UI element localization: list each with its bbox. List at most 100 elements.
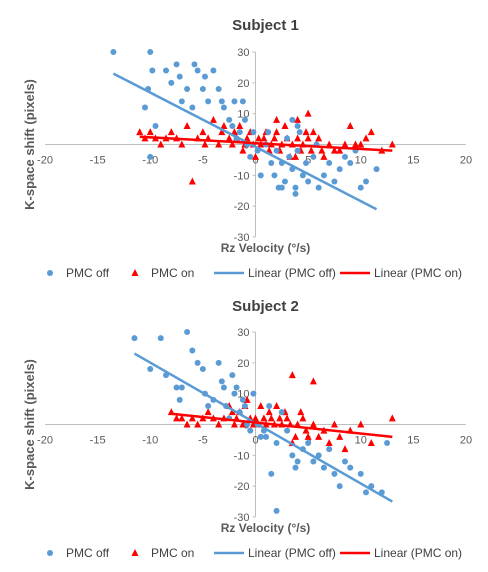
- pmc-off-point: [294, 458, 301, 465]
- pmc-off-point: [231, 390, 238, 397]
- pmc-off-point: [296, 129, 303, 136]
- pmc-on-point: [178, 414, 186, 422]
- x-tick-label: 20: [460, 155, 472, 167]
- pmc-off-point: [168, 79, 175, 86]
- pmc-on-point: [294, 115, 302, 123]
- pmc-on-point: [367, 128, 375, 136]
- pmc-on-point: [276, 414, 284, 422]
- trendline-pmc-on: [171, 412, 393, 439]
- x-tick-label: -5: [198, 435, 208, 447]
- legend-label: Linear (PMC on): [374, 546, 462, 560]
- pmc-off-point: [199, 366, 206, 372]
- legend: PMC off PMC on Linear (PMC off) Linear (PMC…: [47, 266, 462, 280]
- pmc-on-point: [388, 140, 396, 148]
- legend-label: PMC on: [151, 546, 194, 560]
- y-tick-label: 30: [237, 47, 249, 59]
- x-tick-label: -15: [90, 155, 106, 167]
- legend-label: Linear (PMC off): [248, 546, 336, 560]
- y-tick-label: 30: [237, 327, 249, 339]
- legend-label: PMC off: [66, 546, 110, 560]
- pmc-off-point: [310, 458, 317, 465]
- pmc-off-point: [357, 184, 364, 191]
- pmc-off-point: [220, 104, 227, 111]
- pmc-on-point: [270, 134, 278, 142]
- x-tick-label: 10: [355, 435, 367, 447]
- pmc-off-point: [315, 184, 322, 191]
- pmc-off-point: [131, 335, 138, 342]
- pmc-on-point: [288, 371, 296, 379]
- pmc-off-point: [231, 98, 238, 105]
- pmc-on-point: [357, 420, 365, 428]
- pmc-on-point: [157, 140, 165, 148]
- pmc-off-point: [247, 427, 254, 434]
- pmc-on-point: [215, 420, 223, 428]
- y-axis-title: K-space shift (pixels): [22, 79, 37, 210]
- trendline-pmc-on: [139, 135, 393, 152]
- pmc-off-point: [266, 403, 273, 409]
- pmc-on-point: [302, 426, 310, 434]
- pmc-on-point: [273, 115, 281, 123]
- pmc-off-point: [326, 160, 333, 166]
- pmc-on-point: [273, 128, 281, 136]
- pmc-off-point: [184, 329, 191, 335]
- pmc-off-point: [294, 147, 301, 154]
- pmc-on-point: [336, 432, 344, 440]
- pmc-on-point: [146, 128, 154, 136]
- pmc-on-point: [257, 402, 265, 409]
- pmc-on-point: [320, 152, 328, 160]
- pmc-on-point: [252, 152, 259, 160]
- pmc-on-point: [230, 420, 238, 428]
- pmc-off-point: [341, 153, 348, 160]
- pmc-off-point: [147, 49, 154, 55]
- pmc-off-point: [331, 178, 338, 185]
- pmc-off-point: [239, 396, 246, 403]
- pmc-on-point: [267, 414, 275, 422]
- pmc-on-point: [204, 408, 212, 416]
- x-tick-label: 10: [355, 155, 367, 167]
- pmc-on-point: [309, 128, 317, 136]
- pmc-off-point: [229, 123, 236, 129]
- pmc-on-point: [230, 128, 238, 136]
- pmc-off-point: [373, 166, 380, 173]
- pmc-on-point: [318, 146, 326, 154]
- pmc-off-point: [320, 464, 327, 471]
- pmc-off-point: [194, 67, 201, 74]
- y-tick-label: 20: [237, 78, 249, 90]
- pmc-off-point: [263, 433, 270, 440]
- pmc-off-point: [205, 98, 212, 105]
- y-tick-label: -10: [234, 170, 250, 182]
- pmc-on-point: [239, 146, 247, 154]
- pmc-off-point: [273, 507, 280, 514]
- pmc-on-point: [194, 420, 202, 428]
- pmc-on-point: [188, 177, 196, 185]
- y-tick-label: -30: [234, 512, 250, 524]
- pmc-on-point: [188, 414, 196, 422]
- pmc-off-point: [281, 178, 288, 185]
- pmc-on-point: [252, 414, 259, 422]
- x-tick-label: 0: [252, 435, 258, 447]
- y-tick-label: -20: [234, 201, 250, 213]
- pmc-off-point: [141, 104, 148, 111]
- pmc-on-point: [299, 414, 307, 422]
- y-tick-label: -10: [234, 450, 250, 462]
- pmc-off-point: [292, 190, 299, 197]
- pmc-off-point: [257, 172, 264, 179]
- pmc-off-point: [210, 67, 217, 74]
- pmc-off-point: [215, 359, 222, 366]
- pmc-off-point: [241, 116, 248, 123]
- pmc-on-point: [341, 140, 349, 148]
- pmc-on-point: [330, 146, 338, 154]
- x-tick-label: 20: [460, 435, 472, 447]
- pmc-off-point: [218, 378, 225, 385]
- pmc-on-point: [199, 128, 207, 136]
- pmc-on-point: [260, 134, 268, 142]
- pmc-on-point: [297, 408, 305, 416]
- pmc-off-point: [289, 452, 296, 459]
- y-tick-label: -30: [234, 232, 250, 244]
- pmc-on-point: [367, 439, 375, 446]
- pmc-on-point: [351, 140, 359, 148]
- pmc-on-point: [388, 414, 396, 422]
- pmc-on-point: [243, 134, 251, 142]
- pmc-on-point: [330, 420, 338, 428]
